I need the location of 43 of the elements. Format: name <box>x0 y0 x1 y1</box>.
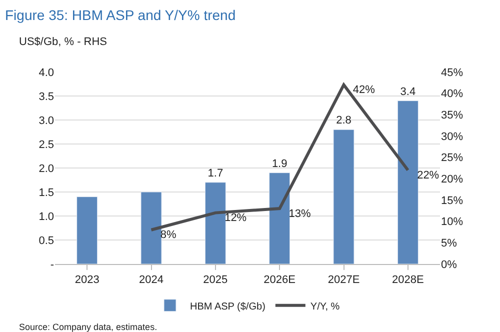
legend-label: HBM ASP ($/Gb) <box>190 301 266 312</box>
y2-tick-label: 10% <box>441 216 464 228</box>
y2-tick-label: 40% <box>441 88 464 100</box>
y2-tick-label: 5% <box>441 238 458 250</box>
bar <box>333 129 354 264</box>
bar <box>140 192 162 264</box>
y-tick-label: 2.5 <box>38 138 54 151</box>
chart-subtitle: US$/Gb, % - RHS <box>19 36 108 48</box>
y2-tick-label: 20% <box>441 174 464 186</box>
data-label: 1.7 <box>208 167 224 180</box>
data-label: 42% <box>344 84 376 96</box>
y-tick-label: 4.0 <box>38 66 54 79</box>
x-tick-label: 2023 <box>74 274 100 286</box>
y2-tick-label: 30% <box>441 130 464 143</box>
x-tick-label: 2025 <box>203 274 228 286</box>
bar <box>204 182 226 264</box>
y2-tick-label: 25% <box>441 152 464 164</box>
y2-tick-label: 0% <box>441 258 458 271</box>
legend-label: Y/Y, % <box>310 301 340 312</box>
source-note: Source: Company data, estimates. <box>19 322 158 332</box>
y-tick-label: 1.5 <box>38 186 54 199</box>
bar <box>397 100 418 264</box>
y-tick-label: 3.0 <box>38 114 54 127</box>
y2-tick-label: 15% <box>441 194 464 207</box>
data-label: 13% <box>280 208 311 220</box>
bar <box>269 172 290 264</box>
data-label: 3.4 <box>400 86 416 98</box>
x-tick-label: 2024 <box>139 274 164 286</box>
data-label: 2.8 <box>336 114 352 127</box>
x-tick-label: 2028E <box>392 274 424 286</box>
y-tick-label: 1.0 <box>38 210 54 223</box>
bar <box>76 196 98 264</box>
data-label: 1.9 <box>272 158 288 170</box>
y-tick-label: 3.5 <box>38 90 54 103</box>
chart-title: Figure 35: HBM ASP and Y/Y% trend <box>5 6 236 23</box>
y2-tick-label: 35% <box>441 110 464 122</box>
data-label: 12% <box>215 212 247 224</box>
y2-tick-label: 45% <box>441 66 464 79</box>
y-tick-label: 0.5 <box>38 234 54 247</box>
x-tick-label: 2027E <box>328 274 360 286</box>
y-tick-label: - <box>50 258 54 271</box>
x-tick-label: 2026E <box>264 274 296 286</box>
y-tick-label: 2.0 <box>38 162 54 175</box>
